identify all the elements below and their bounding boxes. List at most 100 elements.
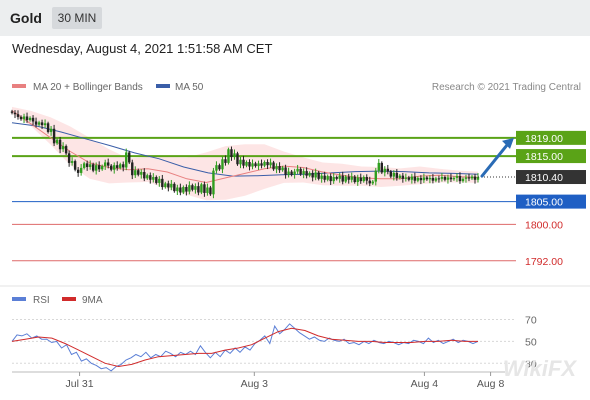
- price-level-labels: 1819.00 1815.00 1810.40 1805.00 1800.00 1792.…: [516, 130, 586, 268]
- candle: [91, 162, 95, 173]
- candle: [131, 159, 134, 180]
- candle-body: [227, 149, 230, 163]
- candle-body: [197, 186, 200, 193]
- candle-body: [425, 177, 429, 180]
- candle-body: [143, 172, 146, 179]
- candle-body: [34, 121, 38, 125]
- candle: [227, 147, 230, 165]
- candle: [446, 174, 450, 184]
- candle-body: [263, 161, 266, 166]
- candle: [398, 174, 402, 180]
- candle: [428, 175, 432, 184]
- candle-body: [407, 177, 411, 180]
- rsi-ma-line: [11, 327, 478, 368]
- candle: [122, 161, 125, 172]
- candle: [344, 174, 347, 184]
- candle-body: [374, 170, 377, 182]
- candle-body: [392, 172, 396, 177]
- candle: [263, 160, 266, 168]
- candle: [212, 167, 215, 199]
- candle-body: [302, 171, 305, 175]
- candle: [431, 174, 435, 184]
- candle: [70, 157, 74, 166]
- candle-body: [413, 176, 417, 181]
- candle-body: [377, 162, 380, 171]
- rsi-tick-70: 70: [525, 315, 537, 327]
- candle-body: [416, 177, 420, 181]
- candle: [395, 169, 399, 181]
- candle: [380, 161, 383, 175]
- candle-body: [146, 175, 149, 179]
- candle-body: [40, 122, 44, 126]
- candle: [64, 144, 68, 155]
- rsi-tick-30: 30: [525, 358, 537, 370]
- candle-body: [79, 167, 83, 173]
- level-tag-1815.00: 1815.00: [516, 149, 586, 164]
- candle: [335, 175, 338, 181]
- level-tag-box: [516, 149, 586, 164]
- candle-body: [365, 177, 368, 181]
- candle: [94, 162, 98, 175]
- candle: [341, 171, 344, 185]
- candle-body: [293, 171, 296, 175]
- candle-body: [230, 149, 233, 157]
- candle-body: [434, 178, 438, 181]
- candle-body: [46, 123, 50, 132]
- candle-body: [10, 111, 14, 113]
- candle-body: [107, 162, 110, 166]
- candle: [176, 184, 179, 196]
- candle-body: [188, 185, 191, 192]
- candle-body: [155, 177, 158, 183]
- timeframe-button[interactable]: 30 MIN: [52, 7, 102, 29]
- candle-body: [341, 175, 344, 182]
- candle: [266, 159, 269, 170]
- candle-body: [209, 187, 212, 195]
- candle-body: [167, 183, 170, 188]
- candle: [464, 174, 468, 183]
- x-tick-label-Aug-3: Aug 3: [241, 378, 269, 390]
- candle: [218, 163, 221, 171]
- candle-body: [82, 163, 86, 168]
- candle: [149, 172, 152, 184]
- candle: [61, 142, 65, 152]
- level-label-1815.00: 1815.00: [525, 151, 563, 163]
- candle: [254, 161, 257, 168]
- candle-body: [233, 153, 236, 157]
- candle-body: [287, 171, 290, 175]
- candle-body: [254, 163, 257, 167]
- candle: [245, 160, 248, 168]
- candle: [275, 163, 278, 174]
- candle: [40, 119, 44, 129]
- candle: [434, 176, 438, 183]
- datetime-label: Wednesday, August 4, 2021 1:51:58 AM CET: [12, 41, 273, 56]
- candle-body: [218, 165, 221, 170]
- candle-body: [371, 181, 374, 184]
- candle: [13, 110, 17, 119]
- candle-body: [470, 176, 474, 179]
- candle-body: [338, 175, 341, 179]
- candle: [79, 164, 83, 176]
- candle: [182, 185, 185, 195]
- candle-body: [19, 116, 23, 120]
- candle-body: [125, 152, 128, 168]
- candle: [419, 175, 423, 185]
- candle-body: [422, 177, 426, 181]
- candle-body: [404, 177, 408, 179]
- candle-body: [383, 168, 386, 173]
- level-tag-box: [516, 130, 586, 145]
- candle: [257, 160, 260, 170]
- candle: [362, 175, 365, 183]
- credit-label: Research © 2021 Trading Central: [432, 82, 581, 93]
- candle: [413, 172, 417, 184]
- candle: [281, 165, 284, 172]
- candle: [410, 173, 414, 184]
- candle-body: [185, 187, 188, 192]
- candle: [128, 150, 131, 165]
- candle-body: [70, 161, 74, 163]
- ma50-line: [11, 122, 479, 177]
- bollinger-band: [12, 106, 478, 201]
- candle: [365, 174, 368, 185]
- candle-body: [461, 178, 465, 182]
- candle-body: [131, 162, 134, 176]
